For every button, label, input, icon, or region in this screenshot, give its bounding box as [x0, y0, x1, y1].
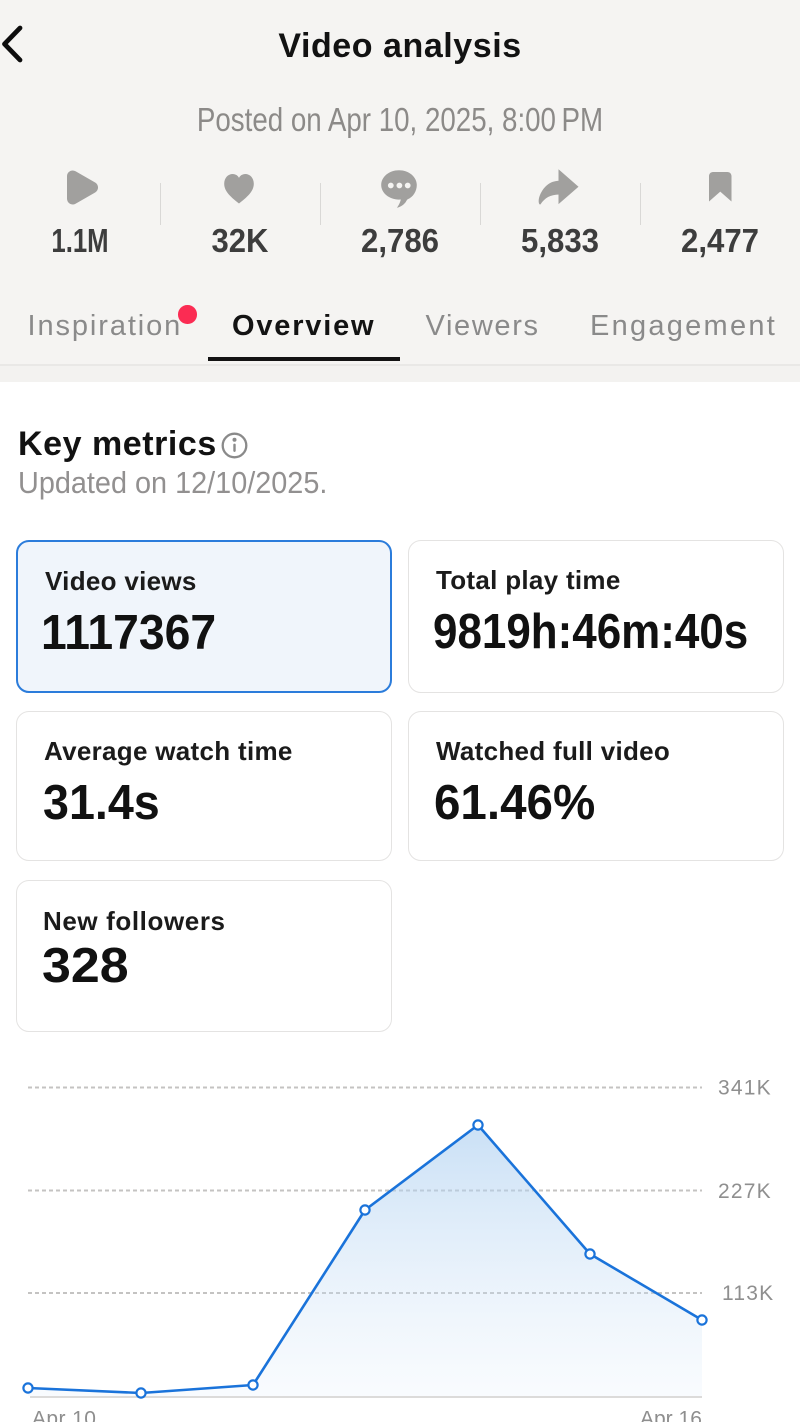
svg-text:227K: 227K — [718, 1180, 772, 1203]
svg-text:Apr 16: Apr 16 — [640, 1407, 702, 1422]
svg-text:341K: 341K — [718, 1076, 772, 1099]
svg-text:113K: 113K — [722, 1282, 774, 1305]
svg-text:Apr 10: Apr 10 — [32, 1407, 96, 1422]
